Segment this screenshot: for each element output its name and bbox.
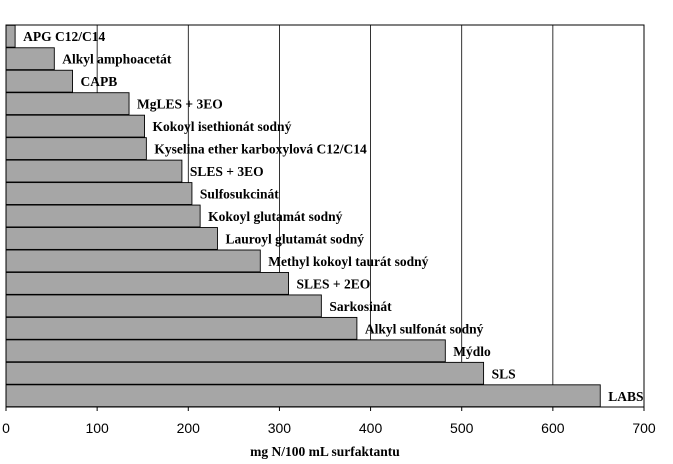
bar bbox=[5, 92, 130, 116]
bar bbox=[5, 294, 322, 318]
bar-label: Mýdlo bbox=[453, 344, 491, 359]
bar bbox=[5, 137, 147, 160]
x-axis-ticks: 0 100 200 300 400 500 600 700 bbox=[2, 407, 656, 436]
bar-label: SLES + 2EO bbox=[297, 276, 371, 291]
bar bbox=[5, 114, 145, 138]
bar bbox=[5, 227, 218, 250]
bar-label: Kokoyl glutamát sodný bbox=[208, 209, 343, 224]
bar bbox=[5, 249, 261, 273]
bar-label: LABS bbox=[608, 389, 643, 404]
bar-labels: APG C12/C14 Alkyl amphoacetát CAPB MgLES + … bbox=[23, 29, 643, 404]
x-tick-label: 500 bbox=[450, 420, 474, 436]
bar-label: Sulfosukcinát bbox=[200, 187, 279, 202]
bar bbox=[5, 69, 73, 93]
bar bbox=[5, 272, 289, 295]
bar-label: Methyl kokoyl taurát sodný bbox=[268, 254, 428, 269]
bar bbox=[5, 24, 16, 48]
bar bbox=[5, 384, 601, 408]
bar-label: Lauroyl glutamát sodný bbox=[225, 231, 364, 246]
bar bbox=[5, 47, 55, 71]
bar bbox=[5, 316, 358, 340]
bar-label: MgLES + 3EO bbox=[137, 97, 223, 112]
bars bbox=[5, 24, 601, 408]
bar bbox=[5, 339, 446, 363]
bar bbox=[5, 159, 183, 183]
bar-label: SLES + 3EO bbox=[190, 164, 264, 179]
bar-label: CAPB bbox=[81, 74, 118, 89]
x-tick-label: 0 bbox=[2, 420, 10, 436]
bar-label: Kokoyl isethionát sodný bbox=[153, 119, 292, 134]
x-axis-title: mg N/100 mL surfaktantu bbox=[250, 444, 400, 459]
x-tick-label: 200 bbox=[177, 420, 201, 436]
bar-label: Kyselina ether karboxylová C12/C14 bbox=[154, 142, 367, 157]
plot-frame bbox=[5, 24, 645, 408]
bar-label: Alkyl amphoacetát bbox=[62, 52, 172, 67]
x-tick-label: 300 bbox=[268, 420, 292, 436]
x-tick-label: 400 bbox=[359, 420, 383, 436]
bar-label: Sarkosinát bbox=[329, 299, 392, 314]
x-tick-label: 600 bbox=[541, 420, 565, 436]
x-tick-label: 100 bbox=[85, 420, 109, 436]
bar-label: SLS bbox=[492, 366, 516, 381]
bar bbox=[5, 361, 485, 385]
bar-label: APG C12/C14 bbox=[23, 29, 105, 44]
x-tick-label: 700 bbox=[632, 420, 656, 436]
bar bbox=[5, 204, 201, 228]
bar bbox=[5, 182, 193, 205]
bar-label: Alkyl sulfonát sodný bbox=[365, 321, 484, 336]
